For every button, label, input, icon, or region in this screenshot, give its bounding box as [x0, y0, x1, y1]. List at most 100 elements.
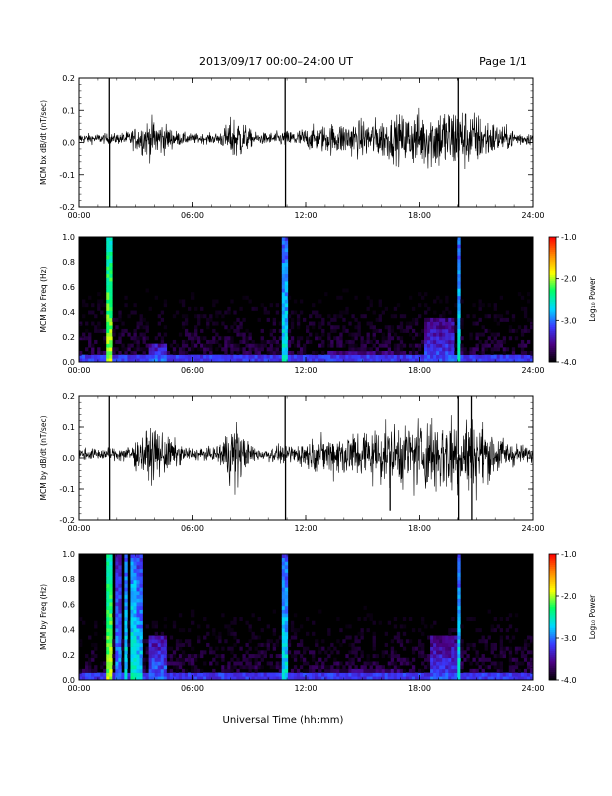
spectrogram-cell — [166, 350, 171, 355]
spectrogram-cell — [487, 343, 491, 348]
spectrogram-cell — [248, 354, 252, 359]
spectrogram-cell — [248, 657, 252, 662]
spectrogram-cell — [372, 343, 376, 348]
spectrogram-cell — [139, 635, 143, 640]
spectrogram-cell — [221, 657, 225, 662]
spectrogram-cell — [151, 639, 155, 644]
spectrogram-cell — [121, 347, 125, 352]
spectrogram-cell — [187, 639, 192, 644]
colorbar-cell — [549, 326, 556, 330]
spectrogram-cell — [272, 321, 277, 326]
spectrogram-cell — [106, 650, 110, 655]
spectrogram-cell — [148, 343, 152, 348]
spectrogram-cell — [166, 358, 171, 363]
spectrogram-cell — [142, 358, 146, 363]
spectrogram-cell — [496, 668, 501, 673]
spectrogram-cell — [484, 665, 488, 670]
spectrogram-cell — [106, 665, 110, 670]
spectrogram-cell — [348, 343, 352, 348]
spectrogram-cell — [142, 350, 146, 355]
spectrogram-cell — [484, 314, 488, 319]
spectrogram-cell — [433, 336, 437, 341]
spectrogram-cell — [499, 295, 504, 300]
spectrogram-cell — [109, 572, 113, 577]
spectrogram-cell — [442, 317, 446, 322]
spectrogram-cell — [118, 336, 122, 341]
spectrogram-cell — [390, 668, 395, 673]
spectrogram-cell — [309, 676, 313, 681]
spectrogram-cell — [88, 336, 92, 341]
spectrogram-cell — [254, 354, 258, 359]
spectrogram-cell — [414, 332, 419, 337]
spectrogram-cell — [166, 668, 171, 673]
spectrogram-cell — [475, 358, 479, 363]
spectrogram-cell — [236, 672, 240, 677]
spectrogram-cell — [115, 572, 119, 577]
spectrogram-cell — [505, 354, 510, 359]
spectrogram-cell — [121, 354, 125, 359]
spectrogram-cell — [345, 654, 349, 659]
spectrogram-cell — [148, 654, 152, 659]
spectrogram-cell — [436, 639, 440, 644]
spectrogram-cell — [115, 661, 119, 666]
spectrogram-cell — [91, 650, 95, 655]
spectrogram-cell — [284, 251, 289, 256]
spectrogram-cell — [315, 336, 319, 341]
spectrogram-cell — [257, 347, 261, 352]
spectrogram-cell — [487, 665, 491, 670]
spectrogram-cell — [118, 654, 122, 659]
spectrogram-cell — [396, 635, 401, 640]
spectrogram-cell — [309, 358, 313, 363]
spectrogram-cell — [529, 317, 534, 322]
spectrogram-cell — [133, 572, 137, 577]
spectrogram-cell — [508, 613, 513, 618]
spectrogram-cell — [257, 350, 261, 355]
colorbar-cell — [549, 608, 556, 612]
spectrogram-cell — [357, 672, 361, 677]
spectrogram-cell — [421, 617, 425, 622]
spectrogram-cell — [511, 328, 516, 333]
spectrogram-cell — [290, 354, 295, 359]
spectrogram-cell — [475, 321, 479, 326]
spectrogram-cell — [457, 354, 461, 359]
spectrogram-cell — [290, 654, 295, 659]
spectrogram-cell — [469, 642, 473, 647]
spectrogram-cell — [254, 350, 258, 355]
spectrogram-cell — [433, 358, 437, 363]
spectrogram-cell — [378, 672, 382, 677]
spectrogram-cell — [248, 654, 252, 659]
spectrogram-cell — [508, 336, 513, 341]
spectrogram-cell — [200, 650, 204, 655]
spectrogram-cell — [318, 343, 322, 348]
spectrogram-cell — [448, 336, 452, 341]
spectrogram-cell — [197, 672, 201, 677]
spectrogram-cell — [478, 299, 482, 304]
spectrogram-cell — [505, 317, 510, 322]
spectrogram-cell — [442, 661, 446, 666]
spectrogram-cell — [424, 292, 428, 297]
spectrogram-cell — [436, 332, 440, 337]
spectrogram-cell — [442, 328, 446, 333]
spectrogram-cell — [402, 668, 407, 673]
spectrogram-cell — [299, 310, 304, 315]
spectrogram-cell — [203, 354, 207, 359]
spectrogram-cell — [327, 631, 331, 636]
colorbar-tick-label: -3.0 — [561, 634, 577, 643]
spectrogram-cell — [299, 347, 304, 352]
spectrogram-cell — [448, 358, 452, 363]
spectrogram-cell — [215, 347, 219, 352]
spectrogram-cell — [281, 292, 286, 297]
spectrogram-cell — [118, 557, 122, 562]
spectrogram-cell — [106, 288, 110, 293]
spectrogram-cell — [487, 635, 491, 640]
colorbar-cell — [549, 556, 556, 559]
spectrogram-cell — [109, 354, 113, 359]
spectrogram-cell — [269, 332, 274, 337]
spectrogram-cell — [457, 314, 461, 319]
spectrogram-cell — [396, 343, 401, 348]
spectrogram-cell — [351, 354, 355, 359]
spectrogram-cell — [417, 332, 422, 337]
spectrogram-cell — [136, 557, 140, 562]
spectrogram-cell — [172, 347, 177, 352]
spectrogram-cell — [281, 255, 286, 260]
